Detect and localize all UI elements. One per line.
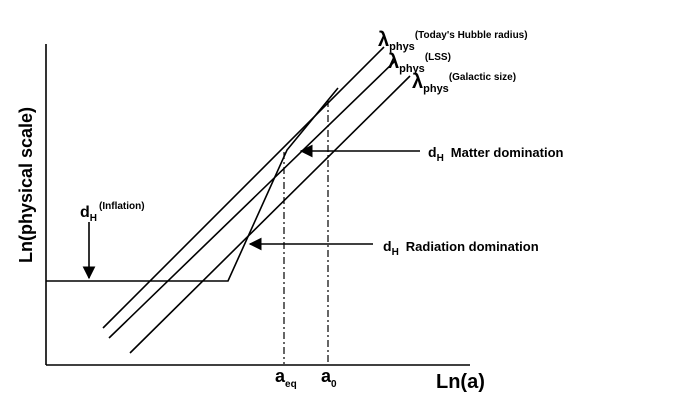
a-0-tick-label: a0 [321,366,337,390]
y-axis-label: Ln(physical scale) [16,107,36,263]
a-main: a [321,366,332,386]
lss-line [108,60,396,339]
lambda-sub: phys [389,41,415,53]
lambda-sup: (Galactic size) [449,72,516,83]
dh-sub: H [392,247,399,258]
dh-sub: H [90,213,97,224]
lambda-symbol: λ [378,29,389,51]
a-eq-tick-label: aeq [275,366,297,390]
lambda-symbol: λ [388,51,399,73]
a-sub: eq [285,379,297,390]
galactic-size-label: λphys(Galactic size) [412,71,516,95]
dh-main: d [383,238,392,254]
radiation-domination-label: dH Radiation domination [383,238,539,258]
matter-domination-label: dH Matter domination [428,144,564,164]
a-main: a [275,366,286,386]
dh-sub: H [437,153,444,164]
lambda-sup: (LSS) [425,52,451,63]
radiation-domination-text: Radiation domination [406,239,539,254]
inflation-label: dH(Inflation) [80,201,145,224]
a-sub: 0 [331,379,337,390]
matter-domination-text: Matter domination [451,145,564,160]
lambda-symbol: λ [412,71,423,93]
hubble-radius-line [102,46,385,329]
lambda-sub: phys [423,83,449,95]
galactic-size-line [129,75,411,354]
x-axis-label: Ln(a) [436,371,485,393]
hubble-radius-label: λphys(Today's Hubble radius) [378,29,528,53]
dh-main: d [80,204,90,221]
inflation-sup: (Inflation) [99,201,145,212]
lambda-sup: (Today's Hubble radius) [415,30,528,41]
lss-label: λphys(LSS) [388,51,451,75]
lambda-sub: phys [399,63,425,75]
dh-main: d [428,144,437,160]
